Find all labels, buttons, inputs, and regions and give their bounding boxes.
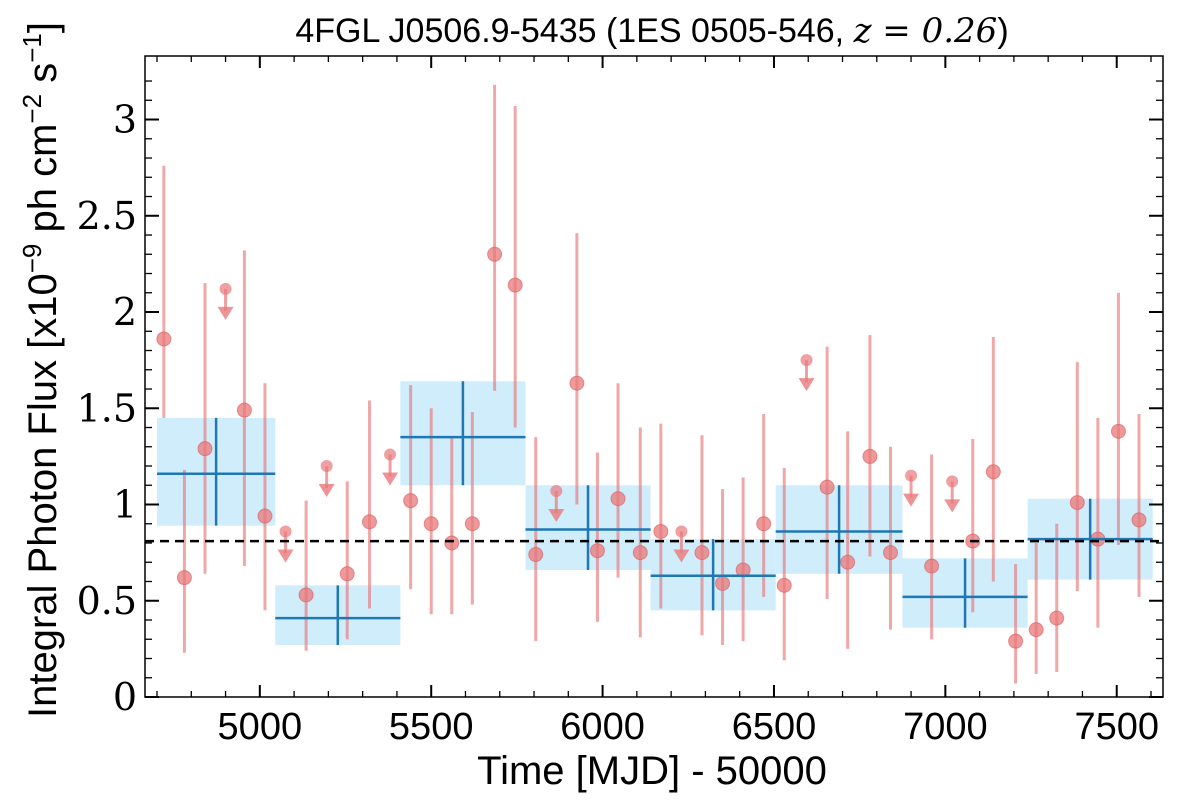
- data-point-20: [694, 545, 710, 561]
- upper-limit-marker-4: [550, 485, 563, 498]
- data-point-21: [715, 575, 731, 591]
- y-tick-label: 1.5: [77, 386, 137, 430]
- upper-limit-marker-0: [219, 282, 232, 295]
- data-point-19: [653, 523, 669, 539]
- data-point-34: [1049, 610, 1065, 626]
- data-point-7: [362, 514, 378, 530]
- data-point-28: [883, 545, 899, 561]
- x-tick-label: 5000: [218, 706, 303, 748]
- upper-limit-marker-7: [905, 469, 918, 482]
- data-point-38: [1131, 512, 1147, 528]
- plot-area: 5000 5500 6000 6500 7000 7500 0 0.5 1 1.5 2 2.5 3: [77, 55, 1164, 748]
- data-point-8: [403, 493, 419, 509]
- upper-limit-arrow-6: [798, 378, 815, 392]
- data-point-3: [236, 402, 252, 418]
- upper-limit-arrow-7: [903, 493, 920, 507]
- data-point-2: [197, 441, 213, 457]
- y-tick-label: 0: [113, 675, 137, 719]
- data-point-23: [756, 516, 772, 532]
- upper-limit-marker-2: [320, 460, 333, 473]
- data-point-15: [569, 375, 585, 391]
- upper-limit-marker-5: [675, 525, 688, 538]
- upper-limit-arrow-8: [944, 499, 961, 513]
- x-tick-label: 6000: [560, 706, 645, 748]
- data-point-33: [1028, 622, 1044, 638]
- data-point-17: [610, 491, 626, 507]
- data-point-27: [862, 448, 878, 464]
- upper-limit-arrow-1: [277, 549, 294, 563]
- y-tick-label: 0.5: [77, 579, 137, 623]
- upper-limit-marker-1: [279, 525, 292, 538]
- x-tick-label: 7500: [1074, 706, 1159, 748]
- data-point-4: [257, 508, 273, 524]
- data-point-11: [464, 516, 480, 532]
- chart-title: 4FGL J0506.9-5435 (1ES 0505-546, z = 0.2…: [295, 11, 1008, 51]
- x-axis-label: Time [MJD] - 50000: [477, 749, 827, 793]
- data-point-24: [776, 577, 792, 593]
- data-point-0: [156, 331, 172, 347]
- upper-limit-arrow-5: [673, 549, 690, 563]
- upper-limit-arrow-4: [548, 509, 565, 523]
- x-tick-label: 5500: [389, 706, 474, 748]
- data-point-26: [840, 554, 856, 570]
- data-point-5: [298, 587, 314, 603]
- upper-limit-arrow-3: [382, 472, 399, 486]
- y-tick-label: 3: [113, 98, 137, 142]
- data-point-13: [507, 277, 523, 293]
- y-tick-label: 2: [113, 290, 137, 334]
- data-point-32: [1008, 633, 1024, 649]
- data-point-1: [176, 570, 192, 586]
- data-point-37: [1110, 423, 1126, 439]
- x-tick-label: 7000: [903, 706, 988, 748]
- y-axis-label: Integral Photon Flux [x10−9 ph cm−2 s−1]: [17, 22, 65, 718]
- data-point-35: [1069, 495, 1085, 511]
- data-point-9: [423, 516, 439, 532]
- upper-limit-marker-6: [800, 354, 813, 367]
- data-point-18: [632, 545, 648, 561]
- upper-limit-marker-3: [384, 448, 397, 461]
- data-point-14: [528, 547, 544, 563]
- data-point-12: [487, 246, 503, 262]
- plot-frame: [144, 55, 1164, 698]
- upper-limit-arrow-0: [217, 306, 234, 320]
- data-point-6: [339, 566, 355, 582]
- upper-limit-arrow-2: [318, 484, 335, 498]
- x-tick-label: 6500: [732, 706, 817, 748]
- data-point-31: [985, 464, 1001, 480]
- data-point-10: [444, 535, 460, 551]
- data-point-29: [924, 558, 940, 574]
- upper-limit-marker-8: [946, 475, 959, 488]
- y-tick-label: 1: [113, 483, 137, 527]
- data-point-16: [589, 543, 605, 559]
- y-tick-label: 2.5: [77, 194, 137, 238]
- data-point-25: [819, 479, 835, 495]
